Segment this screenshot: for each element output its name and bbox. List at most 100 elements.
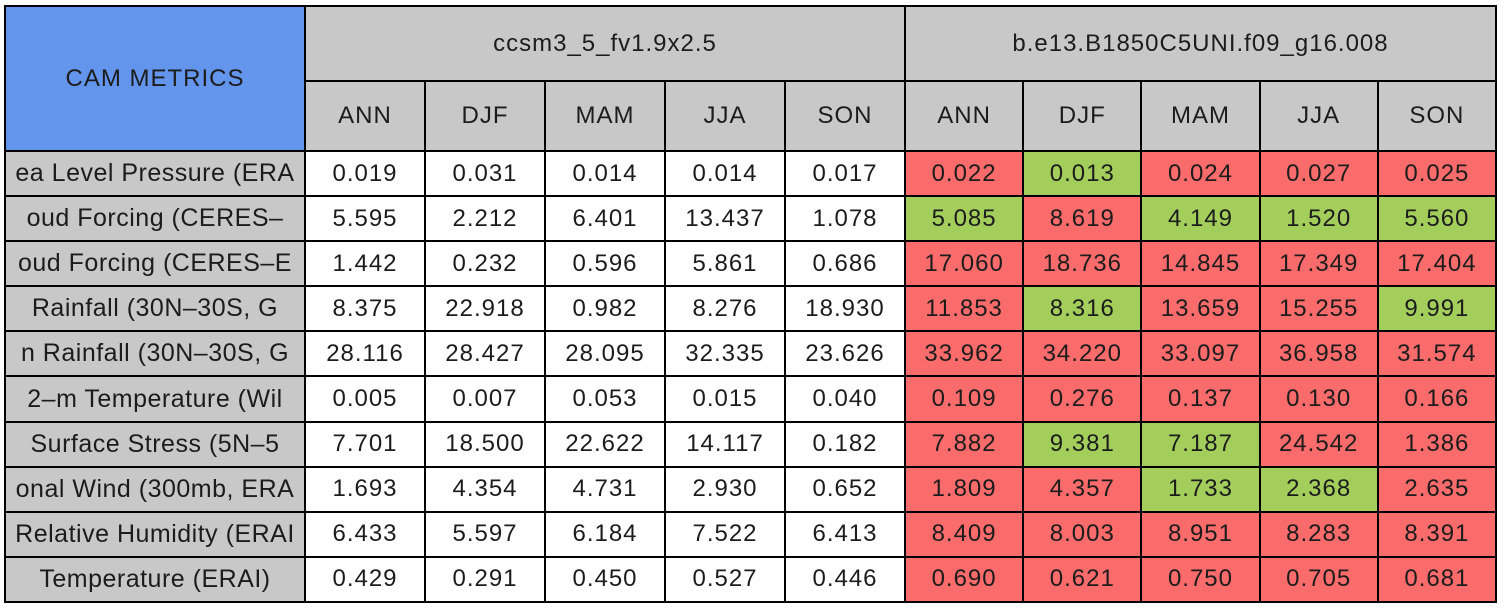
season-header: SON [784,80,906,152]
model1-value-cell: 0.686 [784,240,906,288]
model2-value-cell: 9.991 [1376,285,1498,333]
metric-row: onal Wind (300mb, ERA 1.693 4.354 4.731 2.93… [4,465,1498,513]
model1-value-cell: 5.595 [304,195,426,243]
metric-row-label: Temperature (ERAI) [39,564,271,593]
model1-value-cell: 0.053 [544,375,666,423]
model2-value-cell: 0.705 [1258,555,1379,604]
model1-value-cell: 0.527 [664,555,786,604]
model2-value-cell: 0.130 [1258,375,1379,423]
model1-value-cell: 4.731 [544,465,666,513]
model2-value-cell: 33.962 [903,330,1025,378]
model1-value-cell: 6.413 [784,510,906,558]
model2-value-cell: 8.316 [1022,285,1143,333]
metric-row-label-cell: 2–m Temperature (Wil [4,375,306,423]
model-group-header-2: b.e13.B1850C5UNI.f09_g16.008 [904,5,1497,82]
model2-value-cell: 0.024 [1140,149,1261,198]
model1-value-cell: 14.117 [664,420,786,468]
season-header: MAM [544,80,666,152]
model2-value-cell: 14.845 [1140,240,1261,288]
model2-value-cell: 36.958 [1258,330,1379,378]
model1-value-cell: 28.116 [304,330,426,378]
model1-value-cell: 18.930 [784,285,906,333]
model2-value-cell: 8.283 [1258,510,1379,558]
model1-value-cell: 8.276 [664,285,786,333]
model1-value-cell: 13.437 [664,195,786,243]
metric-row-label-cell: Relative Humidity (ERAI [4,510,306,558]
model2-value-cell: 5.085 [903,195,1025,243]
metric-row: Rainfall (30N–30S, G 8.375 22.918 0.982 8.27… [4,285,1498,333]
model1-value-cell: 0.291 [424,555,546,604]
model2-value-cell: 33.097 [1140,330,1261,378]
model2-value-cell: 8.391 [1376,510,1498,558]
model1-value-cell: 0.446 [784,555,906,604]
model2-value-cell: 0.621 [1022,555,1143,604]
model2-value-cell: 0.027 [1258,149,1379,198]
model1-value-cell: 5.597 [424,510,546,558]
model1-value-cell: 0.007 [424,375,546,423]
metric-row-label: Surface Stress (5N–5 [30,429,280,458]
metric-row-label-cell: onal Wind (300mb, ERA [4,465,306,513]
metric-row-label-cell: n Rainfall (30N–30S, G [4,330,306,378]
metric-row-label: oud Forcing (CERES– [26,204,284,233]
model2-value-cell: 2.635 [1376,465,1498,513]
model1-value-cell: 1.078 [784,195,906,243]
model2-value-cell: 11.853 [903,285,1025,333]
metric-row: Temperature (ERAI) 0.429 0.291 0.450 0.527 0.… [4,555,1498,604]
model2-value-cell: 1.809 [903,465,1025,513]
model1-value-cell: 2.212 [424,195,546,243]
model2-value-cell: 8.951 [1140,510,1261,558]
model2-value-cell: 0.681 [1376,555,1498,604]
model1-value-cell: 0.019 [304,149,426,198]
metric-row: 2–m Temperature (Wil 0.005 0.007 0.053 0.015… [4,375,1498,423]
metric-row-label: ea Level Pressure (ERA [15,159,295,188]
metric-row: oud Forcing (CERES–E 1.442 0.232 0.596 5.861… [4,240,1498,288]
model2-value-cell: 9.381 [1022,420,1143,468]
model1-value-cell: 0.429 [304,555,426,604]
table-title: CAM METRICS [4,5,306,152]
model2-value-cell: 17.404 [1376,240,1498,288]
model1-value-cell: 0.652 [784,465,906,513]
model1-value-cell: 2.930 [664,465,786,513]
model2-value-cell: 31.574 [1376,330,1498,378]
season-header-row: ANN DJF MAM JJA SON ANN DJF MAM JJA SON [5,80,1498,152]
model1-value-cell: 0.182 [784,420,906,468]
model2-value-cell: 24.542 [1258,420,1379,468]
model1-value-cell: 7.701 [304,420,426,468]
model1-value-cell: 22.622 [544,420,666,468]
model2-value-cell: 5.560 [1376,195,1498,243]
model1-value-cell: 22.918 [424,285,546,333]
model2-value-cell: 0.109 [903,375,1025,423]
model2-value-cell: 7.187 [1140,420,1261,468]
model1-value-cell: 8.375 [304,285,426,333]
model1-value-cell: 0.982 [544,285,666,333]
model1-value-cell: 0.017 [784,149,906,198]
model2-value-cell: 0.276 [1022,375,1143,423]
metric-row-label: oud Forcing (CERES–E [17,249,292,278]
model2-value-cell: 0.022 [903,149,1025,198]
season-header: ANN [304,80,426,152]
metric-row-label-cell: oud Forcing (CERES– [4,195,306,243]
metrics-body: ea Level Pressure (ERA 0.019 0.031 0.014 0.0… [4,149,1498,604]
model2-value-cell: 8.003 [1022,510,1143,558]
season-header: DJF [1022,80,1143,152]
metric-row: Surface Stress (5N–5 7.701 18.500 22.622 14.… [4,420,1498,468]
model2-value-cell: 1.733 [1140,465,1261,513]
metric-row-label-cell: Rainfall (30N–30S, G [4,285,306,333]
model1-value-cell: 6.401 [544,195,666,243]
model1-value-cell: 0.015 [664,375,786,423]
model2-value-cell: 18.736 [1022,240,1143,288]
model1-value-cell: 0.005 [304,375,426,423]
model1-value-cell: 1.442 [304,240,426,288]
model2-value-cell: 15.255 [1258,285,1379,333]
metric-row-label-cell: Surface Stress (5N–5 [4,420,306,468]
model2-value-cell: 0.690 [903,555,1025,604]
model2-value-cell: 7.882 [903,420,1025,468]
metric-row: n Rainfall (30N–30S, G 28.116 28.427 28.095… [4,330,1498,378]
model1-value-cell: 23.626 [784,330,906,378]
metric-row-label: 2–m Temperature (Wil [27,384,283,413]
model2-value-cell: 0.166 [1376,375,1498,423]
metric-row-label: Rainfall (30N–30S, G [31,294,279,323]
metric-row: ea Level Pressure (ERA 0.019 0.031 0.014 0.0… [4,149,1498,198]
model2-value-cell: 1.520 [1258,195,1379,243]
model2-value-cell: 1.386 [1376,420,1498,468]
